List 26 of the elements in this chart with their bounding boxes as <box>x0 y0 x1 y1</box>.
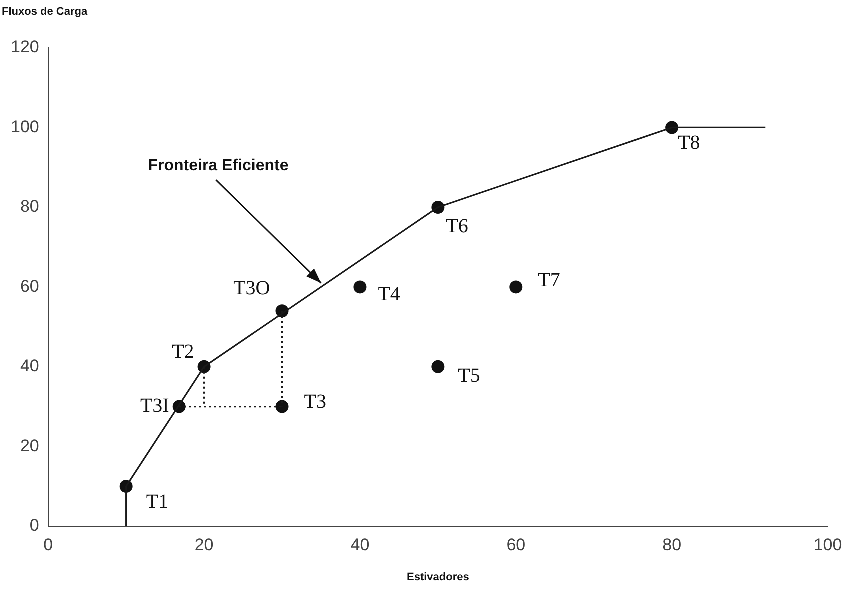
x-tick-label: 100 <box>814 535 842 554</box>
x-tick-label: 40 <box>350 535 370 554</box>
annotation: T3O <box>234 277 270 300</box>
x-tick-label: 60 <box>506 535 526 554</box>
y-tick-label: 80 <box>20 197 40 216</box>
y-tick-label: 60 <box>20 276 40 296</box>
x-tick-label: 80 <box>662 535 682 554</box>
annotation: T6 <box>446 216 468 238</box>
annotation: T7 <box>538 269 560 292</box>
x-tick-label: 20 <box>194 535 214 554</box>
y-tick-label: 40 <box>20 356 40 376</box>
annotation: T8 <box>678 132 700 154</box>
annotation: T1 <box>146 490 169 513</box>
annotation: T3I <box>140 395 170 418</box>
y-tick-label: 100 <box>10 117 40 136</box>
y-tick-label: 120 <box>10 38 40 57</box>
annotation: T5 <box>458 365 480 388</box>
x-axis-title: Estivadores <box>406 571 470 584</box>
y-axis-title: Fluxos de Carga <box>2 6 88 18</box>
y-tick-label: 20 <box>20 436 40 456</box>
annotation: T2 <box>172 341 194 364</box>
annotation: T3 <box>304 391 326 414</box>
x-tick-label: 0 <box>44 535 54 554</box>
annotation: Fronteira Eficiente <box>148 158 289 175</box>
y-tick-label: 0 <box>30 516 40 536</box>
annotation: T4 <box>378 283 400 306</box>
